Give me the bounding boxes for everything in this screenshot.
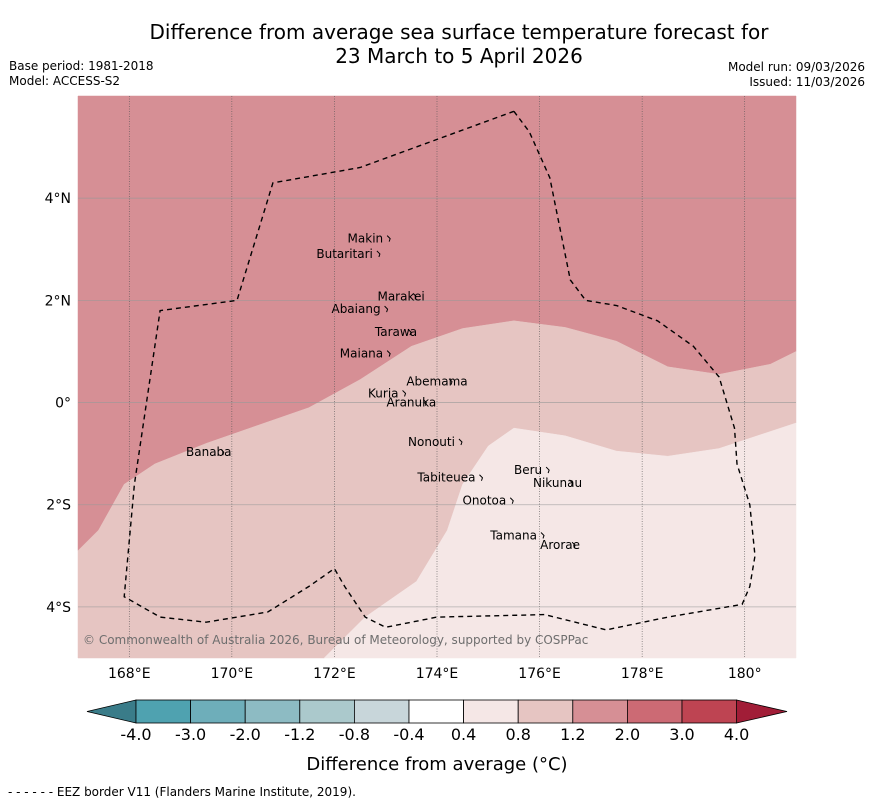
colorbar-over-arrow [736, 699, 788, 724]
island-label: Makin [348, 232, 384, 246]
colorbar-swatch [244, 699, 301, 724]
y-axis-ticks: 4°N 2°N 0° 2°S 4°S [45, 191, 72, 616]
x-tick-label: 172°E [313, 666, 356, 682]
x-tick-label: 178°E [621, 666, 664, 682]
eez-legend-note: - - - - - - EEZ border V11 (Flanders Mar… [8, 785, 356, 799]
colorbar-swatch [135, 699, 191, 724]
island-outline [386, 235, 391, 242]
island-outline [509, 497, 514, 504]
island-label: Kuria [368, 386, 399, 400]
y-tick-label: 4°S [46, 600, 71, 616]
colorbar-under-arrow [86, 699, 137, 724]
island-label: Marakei [377, 289, 424, 303]
colorbar-tick-label: -2.0 [230, 725, 261, 744]
colorbar-swatch [299, 699, 355, 724]
eez-border-line [123, 110, 756, 631]
island-outline [448, 378, 453, 385]
x-tick-label: 176°E [518, 666, 561, 682]
colorbar-swatch [681, 699, 737, 724]
colorbar: -4.0 -3.0 -2.0 -1.2 -0.8 -0.4 0.4 0.8 1.2 2.0 3.0 4… [86, 699, 788, 744]
island-outline [423, 399, 427, 406]
island-outline [569, 479, 574, 487]
island-outline [384, 305, 389, 313]
y-tick-label: 0° [55, 396, 71, 412]
island-label: Beru [514, 463, 542, 477]
colorbar-swatch [517, 699, 574, 724]
title-line-2: 23 March to 5 April 2026 [335, 44, 583, 68]
colorbar-tick-label: -3.0 [175, 725, 206, 744]
chart-title: Difference from average sea surface temp… [0, 20, 873, 68]
meta-left: Base period: 1981-2018 Model: ACCESS-S2 [9, 59, 154, 89]
copyright-text: © Commonwealth of Australia 2026, Bureau… [83, 633, 588, 647]
island-label: Maiana [340, 347, 383, 361]
colorbar-tick-label: 0.4 [451, 725, 476, 744]
colorbar-tick-label: 4.0 [724, 725, 749, 744]
island-outline [407, 328, 412, 336]
title-line-1: Difference from average sea surface temp… [149, 20, 769, 44]
colorbar-swatch [572, 699, 628, 724]
x-tick-label: 174°E [416, 666, 459, 682]
island-label: Abemama [406, 375, 467, 389]
colorbar-tick-label: 2.0 [615, 725, 640, 744]
island-label: Aranuka [386, 396, 436, 410]
colorbar-swatch [190, 699, 246, 724]
colorbar-swatch [408, 699, 464, 724]
island-label: Tarawa [374, 325, 417, 339]
island-label: Butaritari [316, 247, 373, 261]
island-label: Tamana [489, 528, 537, 542]
model-run-label: Model run: 09/03/2026 [727, 60, 865, 74]
island-outline [412, 293, 417, 300]
island-outline [376, 250, 381, 258]
meta-right: Model run: 09/03/2026 Issued: 11/03/2026 [728, 60, 865, 90]
island-label: Nonouti [408, 435, 455, 449]
island-outline [402, 390, 407, 397]
island-outline [220, 448, 225, 456]
island-label: Tabiteuea [416, 471, 475, 485]
island-outline [479, 474, 484, 481]
eez-layer [123, 110, 756, 631]
base-period-label: Base period: 1981-2018 [9, 59, 154, 73]
island-outline [458, 438, 463, 446]
island-outline [386, 350, 391, 357]
x-axis-ticks: 168°E 170°E 172°E 174°E 176°E 178°E 180° [108, 666, 762, 682]
colorbar-tick-label: 0.8 [505, 725, 530, 744]
graticule [78, 96, 796, 658]
y-tick-label: 2°N [45, 293, 71, 309]
colorbar-tick-label: -1.2 [284, 725, 315, 744]
island-label: Arorae [540, 538, 580, 552]
island-label: Nikunau [533, 476, 582, 490]
colorbar-tick-label: 1.2 [560, 725, 585, 744]
x-tick-label: 170°E [211, 666, 254, 682]
zone-0-8-to-1-2 [323, 422, 797, 659]
colorbar-tick-label: -0.8 [339, 725, 370, 744]
island-outline [571, 541, 576, 549]
x-tick-label: 168°E [108, 666, 151, 682]
island-label: Banaba [186, 445, 232, 459]
issued-label: Issued: 11/03/2026 [749, 75, 865, 89]
x-tick-label: 180° [728, 666, 762, 682]
colorbar-tick-label: 3.0 [669, 725, 694, 744]
colorbar-tick-label: -0.4 [393, 725, 424, 744]
y-tick-label: 2°S [46, 498, 71, 514]
island-label: Onotoa [462, 494, 506, 508]
island-outline [545, 466, 550, 474]
y-tick-label: 4°N [45, 191, 71, 207]
island-outline [540, 532, 545, 539]
colorbar-swatch [627, 699, 683, 724]
colorbar-title: Difference from average (°C) [306, 754, 567, 775]
model-label: Model: ACCESS-S2 [9, 74, 121, 88]
colorbar-swatch [463, 699, 519, 724]
island-label: Abaiang [331, 302, 380, 316]
colorbar-swatch [353, 699, 410, 724]
colorbar-tick-label: -4.0 [120, 725, 151, 744]
